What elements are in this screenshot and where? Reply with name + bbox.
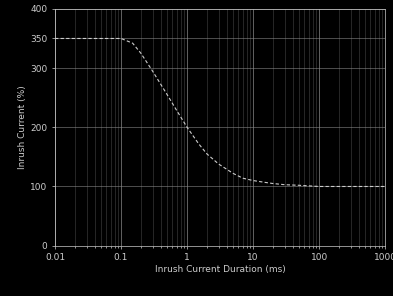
X-axis label: Inrush Current Duration (ms): Inrush Current Duration (ms): [155, 265, 285, 274]
Y-axis label: Inrush Current (%): Inrush Current (%): [18, 86, 28, 169]
